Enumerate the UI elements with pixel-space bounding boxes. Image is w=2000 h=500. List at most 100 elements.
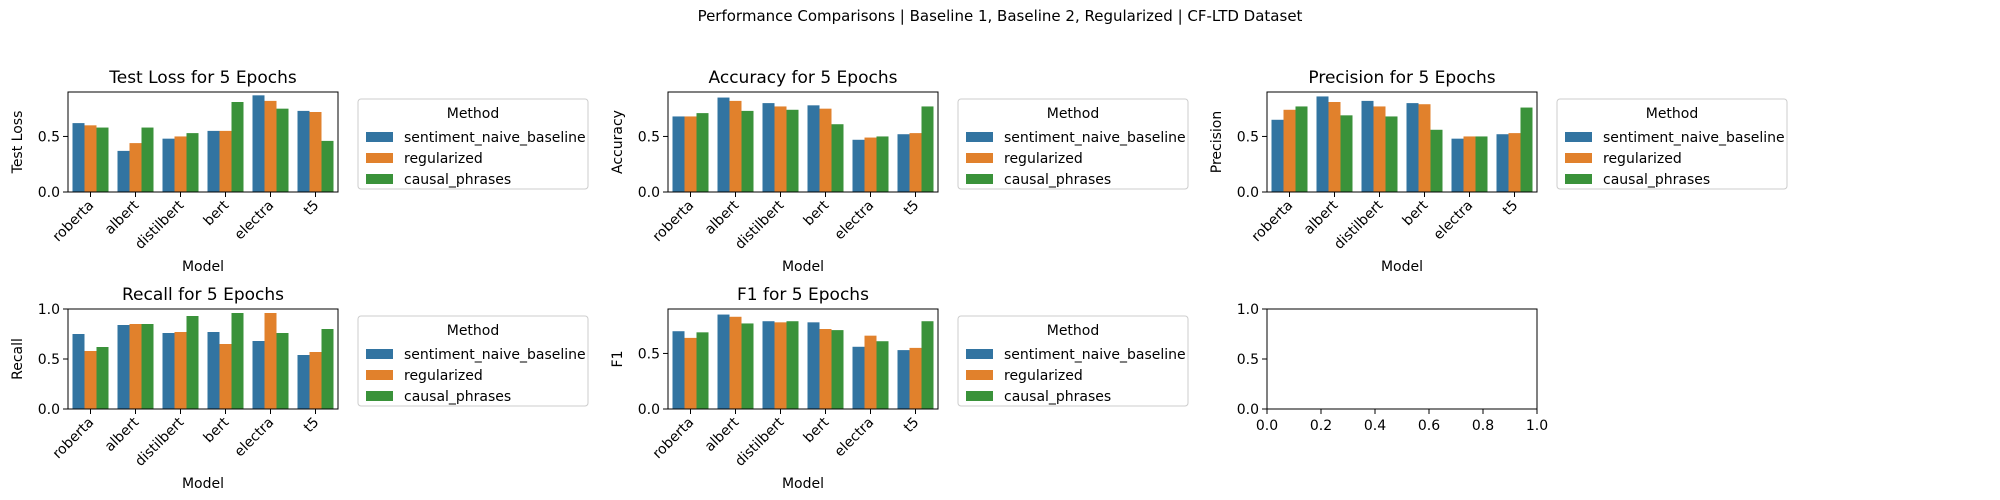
bar-regularized-albert [129,324,142,409]
axes-frame [1266,308,1538,410]
x-tick-label: 0.0 [1256,418,1278,434]
y-tick-label: 0.0 [1237,185,1259,201]
legend-entry-sentiment_naive_baseline: sentiment_naive_baseline [404,347,586,363]
x-tick-label: 0.8 [1472,418,1494,434]
x-tick-label: bert [1400,197,1432,229]
legend-swatch-regularized [966,370,993,380]
panel-6: 0.0 0.5 1.0 0.0 0.2 0.4 0.6 0.8 1.0 [1237,302,1548,434]
bar-sentiment_naive_baseline-albert [1316,96,1329,192]
axes-frame [67,308,339,410]
legend-swatch-causal_phrases [366,174,393,184]
bar-sentiment_naive_baseline-electra [852,139,865,192]
bar-sentiment_naive_baseline-t5 [897,350,910,409]
x-tick-label: electra [232,415,278,461]
bar-sentiment_naive_baseline-electra [252,95,265,192]
bar-causal_phrases-distilbert [786,321,799,409]
bar-sentiment_naive_baseline-bert [207,130,220,192]
legend: Method sentiment_naive_baseline regularize… [957,315,1189,407]
bar-regularized-electra [864,335,877,409]
bar-causal_phrases-t5 [321,329,334,409]
x-tick-label: electra [232,198,278,244]
legend-title: Method [1047,323,1100,339]
bar-sentiment_naive_baseline-t5 [297,355,310,409]
panel-title: Accuracy for 5 Epochs [709,68,898,88]
axes-frame [1266,91,1538,193]
bar-regularized-electra [1463,136,1476,192]
bar-regularized-t5 [909,133,922,192]
legend-swatch-causal_phrases [966,391,993,401]
bar-regularized-distilbert [174,136,187,192]
bar-regularized-roberta [684,116,697,192]
legend-swatch-causal_phrases [366,391,393,401]
y-axis-label: Test Loss [10,111,26,175]
axes-frame [67,91,339,193]
bar-causal_phrases-roberta [696,332,709,409]
legend-entry-causal_phrases: causal_phrases [404,172,511,188]
bar-sentiment_naive_baseline-roberta [672,331,685,409]
legend: Method sentiment_naive_baseline regularize… [1556,98,1788,190]
legend-swatch-sentiment_naive_baseline [1565,132,1592,142]
y-tick-label: 0.5 [638,129,660,145]
x-axis-label: Model [1381,259,1423,275]
legend-entry-regularized: regularized [1004,151,1083,167]
bar-causal_phrases-bert [1430,129,1443,192]
y-tick-label: 0.5 [1237,129,1259,145]
bar-causal_phrases-roberta [96,127,109,192]
axes-frame [667,308,939,410]
legend-swatch-causal_phrases [1565,174,1592,184]
bar-sentiment_naive_baseline-roberta [72,123,85,192]
bar-sentiment_naive_baseline-t5 [897,134,910,192]
bar-sentiment_naive_baseline-t5 [1496,134,1509,192]
y-tick-label: 0.0 [638,402,660,418]
bar-causal_phrases-t5 [321,140,334,192]
x-tick-label: roberta [50,415,98,463]
x-axis-label: Model [782,259,824,275]
legend-swatch-causal_phrases [966,174,993,184]
bar-regularized-t5 [309,112,322,192]
legend-entry-causal_phrases: causal_phrases [1603,172,1710,188]
x-tick-label: t5 [901,415,923,437]
x-tick-label: t5 [1500,198,1522,220]
bar-regularized-albert [729,100,742,192]
bar-sentiment_naive_baseline-distilbert [762,321,775,409]
legend-entry-regularized: regularized [1603,151,1682,167]
x-tick-label: distilbert [732,197,788,253]
bar-causal_phrases-roberta [1295,106,1308,192]
x-tick-label: albert [102,197,143,238]
x-tick-label: electra [832,198,878,244]
legend: Method sentiment_naive_baseline regularize… [357,315,589,407]
legend-entry-regularized: regularized [1004,368,1083,384]
legend-swatch-sentiment_naive_baseline [366,132,393,142]
legend-entry-regularized: regularized [404,151,483,167]
bar-regularized-roberta [84,125,97,192]
bar-causal_phrases-distilbert [186,316,199,409]
legend-entry-sentiment_naive_baseline: sentiment_naive_baseline [1004,130,1186,146]
x-tick-label: roberta [50,198,98,246]
y-tick-label: 0.5 [38,129,60,145]
bar-sentiment_naive_baseline-albert [117,150,130,192]
legend-frame [357,315,589,407]
bar-causal_phrases-albert [1340,115,1353,192]
bar-causal_phrases-distilbert [186,133,199,192]
y-tick-label: 0.0 [38,402,60,418]
bar-regularized-roberta [684,337,697,409]
bar-causal_phrases-t5 [1520,107,1533,192]
x-axis-label: Model [182,476,224,492]
x-tick-label: roberta [1249,198,1297,246]
legend-swatch-sentiment_naive_baseline [366,349,393,359]
bar-regularized-albert [729,316,742,409]
legend-frame [1556,98,1788,190]
bar-regularized-distilbert [1373,106,1386,192]
legend-frame [957,315,1189,407]
legend-entry-sentiment_naive_baseline: sentiment_naive_baseline [1004,347,1186,363]
y-axis-label: Recall [10,338,26,380]
bar-causal_phrases-electra [876,341,889,409]
bar-causal_phrases-t5 [921,106,934,192]
x-tick-label: t5 [901,198,923,220]
